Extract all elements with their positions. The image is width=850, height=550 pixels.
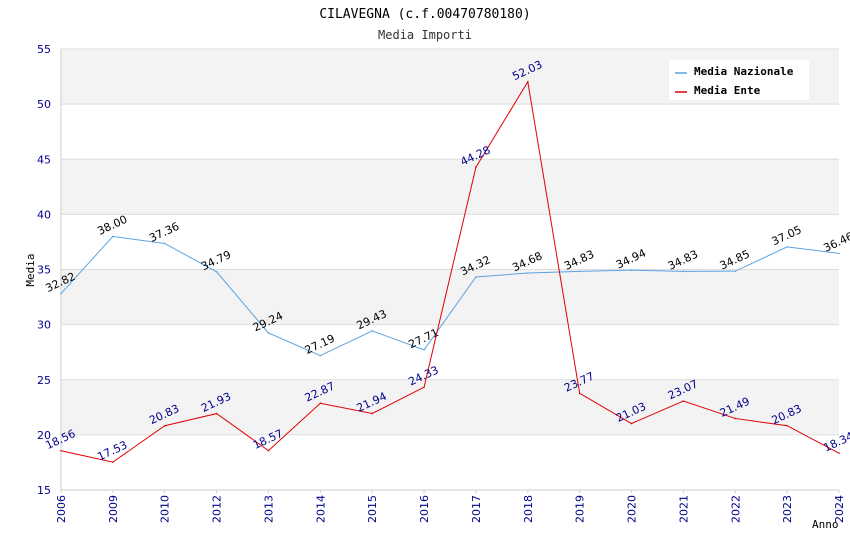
data-point bbox=[319, 354, 322, 357]
data-point bbox=[163, 242, 166, 245]
grid-band bbox=[61, 159, 839, 215]
data-point bbox=[319, 402, 322, 405]
legend-label-ente: Media Ente bbox=[694, 84, 761, 97]
data-point bbox=[163, 424, 166, 427]
y-tick-label: 50 bbox=[37, 98, 51, 111]
x-tick-label: 2018 bbox=[522, 495, 535, 523]
y-tick-label: 30 bbox=[37, 319, 51, 332]
data-point bbox=[630, 269, 633, 271]
data-point bbox=[527, 272, 529, 274]
x-tick-label: 2017 bbox=[470, 495, 483, 523]
data-point bbox=[838, 452, 840, 454]
axes bbox=[60, 49, 839, 491]
data-point bbox=[475, 276, 477, 278]
x-tick-label: 2019 bbox=[574, 495, 587, 523]
grid-band bbox=[61, 434, 839, 490]
data-point bbox=[475, 166, 477, 168]
grid-band bbox=[61, 379, 839, 435]
y-axis-ticks: 15 20 25 30 35 40 45 50 55 bbox=[37, 43, 51, 497]
data-point bbox=[786, 424, 788, 427]
y-tick-label: 15 bbox=[37, 484, 51, 497]
y-tick-label: 25 bbox=[37, 374, 51, 387]
data-point bbox=[60, 449, 62, 452]
data-point bbox=[578, 270, 581, 273]
legend-box bbox=[669, 60, 809, 100]
x-tick-label: 2024 bbox=[833, 495, 846, 523]
legend: Media Nazionale Media Ente bbox=[669, 60, 809, 100]
grid-band bbox=[61, 324, 839, 380]
data-point bbox=[371, 330, 374, 332]
data-point bbox=[838, 252, 840, 255]
data-point bbox=[423, 349, 425, 351]
x-tick-label: 2013 bbox=[262, 495, 275, 523]
data-point bbox=[734, 417, 737, 420]
data-point bbox=[527, 80, 529, 83]
x-tick-label: 2015 bbox=[366, 495, 379, 523]
data-point bbox=[578, 392, 581, 395]
legend-label-nazionale: Media Nazionale bbox=[694, 65, 794, 78]
y-tick-label: 35 bbox=[37, 264, 51, 277]
data-point bbox=[786, 246, 788, 248]
x-tick-label: 2012 bbox=[211, 495, 224, 523]
grid-band bbox=[61, 214, 839, 270]
y-tick-label: 55 bbox=[37, 43, 51, 56]
x-tick-label: 2020 bbox=[626, 495, 639, 523]
y-tick-label: 45 bbox=[37, 153, 51, 166]
data-point bbox=[112, 461, 114, 463]
data-point bbox=[267, 332, 270, 334]
x-tick-label: 2006 bbox=[55, 495, 68, 523]
grid-band bbox=[61, 104, 839, 160]
x-axis-label: Anno bbox=[812, 518, 839, 531]
data-point bbox=[682, 400, 685, 402]
data-point bbox=[734, 270, 737, 272]
data-point bbox=[215, 271, 218, 273]
data-point bbox=[112, 235, 114, 238]
data-point bbox=[60, 292, 62, 295]
x-tick-label: 2021 bbox=[677, 495, 690, 523]
series-line-nazionale bbox=[60, 235, 840, 357]
x-tick-label: 2009 bbox=[107, 495, 120, 523]
data-point bbox=[267, 449, 270, 452]
x-tick-label: 2014 bbox=[314, 495, 327, 523]
chart-title: CILAVEGNA (c.f.00470780180) bbox=[319, 7, 530, 22]
y-tick-label: 40 bbox=[37, 208, 51, 221]
data-point bbox=[682, 270, 685, 273]
x-tick-label: 2010 bbox=[159, 495, 172, 523]
data-point bbox=[630, 422, 633, 425]
data-point bbox=[371, 412, 374, 415]
chart-subtitle: Media Importi bbox=[378, 28, 472, 42]
x-axis-ticks: 2006 2009 2010 2012 2013 2014 2015 2016 2017 2018… bbox=[55, 490, 846, 523]
series-line-ente bbox=[60, 80, 840, 463]
y-axis-label: Media bbox=[24, 253, 37, 286]
data-point bbox=[423, 386, 425, 388]
x-tick-label: 2023 bbox=[781, 495, 794, 523]
data-point bbox=[215, 412, 218, 415]
y-tick-label: 20 bbox=[37, 429, 51, 442]
x-tick-label: 2022 bbox=[729, 495, 742, 523]
x-tick-label: 2016 bbox=[418, 495, 431, 523]
